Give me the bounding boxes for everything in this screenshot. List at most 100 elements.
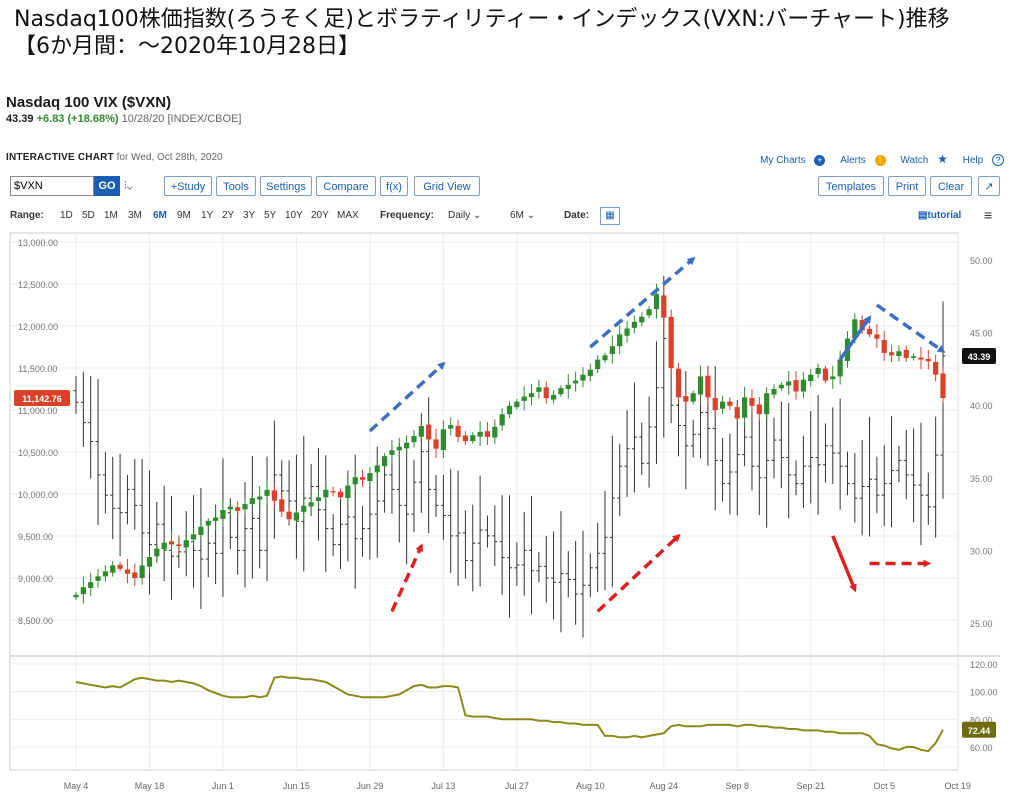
- ndx-candle: [896, 351, 902, 357]
- slide-title: Nasdaq100株価指数(ろうそく足)とボラティリティー・インデックス(VXN…: [14, 6, 950, 60]
- ndx-candle: [881, 339, 887, 353]
- ndx-candle: [911, 356, 917, 358]
- range-3y[interactable]: 3Y: [243, 210, 256, 221]
- ndx-candle: [639, 316, 645, 323]
- range-3m[interactable]: 3M: [128, 210, 142, 221]
- compare-button[interactable]: Compare: [316, 176, 376, 196]
- alerts-link[interactable]: Alerts !: [834, 154, 886, 166]
- lower-tick-label: 120.00: [970, 660, 998, 670]
- menu-icon[interactable]: ≡: [984, 207, 993, 223]
- go-button[interactable]: GO: [94, 176, 120, 196]
- ndx-candle: [462, 435, 469, 442]
- calendar-icon[interactable]: ▦: [600, 207, 620, 225]
- x-tick-label: Sep 8: [726, 781, 750, 791]
- ndx-candle: [308, 502, 314, 507]
- ndx-candle: [705, 375, 711, 398]
- ndx-candle: [168, 541, 175, 545]
- ndx-candle: [352, 477, 358, 485]
- ndx-candle: [477, 431, 483, 437]
- chart-frame: [9, 232, 959, 771]
- ndx-candle: [631, 321, 638, 328]
- ndx-candle: [448, 425, 454, 429]
- ndx-candle: [661, 295, 667, 318]
- tools-button[interactable]: Tools: [216, 176, 256, 196]
- ndx-candle: [690, 393, 696, 402]
- range-1y[interactable]: 1Y: [201, 210, 214, 221]
- ndx-candle: [337, 491, 344, 498]
- ndx-candle: [514, 401, 520, 408]
- ndx-candle: [227, 506, 233, 510]
- right-tick-label: 40.00: [970, 401, 993, 411]
- frequency-select[interactable]: Daily ⌄: [448, 210, 482, 221]
- blue-arrow-uptrend: [589, 256, 696, 349]
- settings-button[interactable]: Settings: [260, 176, 312, 196]
- range-5y[interactable]: 5Y: [264, 210, 277, 221]
- range-6m[interactable]: 6M: [153, 210, 167, 221]
- ndx-candle: [771, 389, 777, 395]
- ndx-candle: [183, 540, 189, 548]
- ndx-candle: [88, 582, 94, 588]
- plus-icon: +: [814, 154, 826, 166]
- chevron-down-icon: ⌄: [526, 210, 536, 221]
- range-max[interactable]: MAX: [337, 210, 359, 221]
- ndx-candle: [734, 407, 740, 419]
- range-1d[interactable]: 1D: [60, 210, 73, 221]
- grid-view-button[interactable]: Grid View: [414, 176, 480, 196]
- ndx-candle: [602, 355, 608, 361]
- chart-type-dropdown[interactable]: ⫶⌄: [124, 176, 133, 196]
- clear-button[interactable]: Clear: [930, 176, 972, 196]
- watch-link[interactable]: Watch ★: [900, 152, 948, 166]
- print-button[interactable]: Print: [888, 176, 926, 196]
- date-label: Date:: [564, 210, 590, 221]
- ndx-candle: [822, 368, 829, 381]
- ndx-candle: [242, 504, 248, 510]
- range-2y[interactable]: 2Y: [222, 210, 235, 221]
- lower-tick-label: 60.00: [970, 743, 993, 753]
- left-tick-label: 12,000.00: [18, 322, 58, 332]
- candle-icon: ⫶⌄: [124, 180, 133, 192]
- left-tick-label: 12,500.00: [18, 280, 58, 290]
- ndx-candle: [117, 564, 123, 569]
- ndx-candle: [697, 376, 704, 395]
- help-icon: ?: [992, 154, 1004, 167]
- ndx-candle: [271, 490, 277, 501]
- ndx-candle: [609, 346, 615, 355]
- range-9m[interactable]: 9M: [177, 210, 191, 221]
- blue-arrow-uptrend: [368, 361, 446, 433]
- symbol-input[interactable]: [10, 176, 94, 196]
- ndx-candle: [918, 357, 924, 360]
- my-charts-link[interactable]: My Charts +: [754, 154, 826, 166]
- range-1m[interactable]: 1M: [104, 210, 118, 221]
- tutorial-link[interactable]: ▤tutorial: [918, 210, 962, 221]
- ndx-candle: [903, 349, 909, 358]
- ndx-candle: [940, 373, 946, 399]
- range-10y[interactable]: 10Y: [285, 210, 303, 221]
- ndx-candle: [800, 379, 806, 392]
- chart-head: INTERACTIVE CHART for Wed, Oct 28th, 202…: [6, 152, 1004, 168]
- range-5d[interactable]: 5D: [82, 210, 95, 221]
- ndx-candle: [190, 534, 197, 540]
- x-tick-label: Oct 5: [873, 781, 895, 791]
- x-tick-label: Jun 15: [283, 781, 310, 791]
- star-icon: ★: [937, 152, 948, 166]
- ndx-candle: [286, 511, 292, 520]
- ndx-candle: [543, 387, 549, 399]
- ndx-candle: [381, 456, 388, 467]
- alert-icon: !: [874, 154, 886, 166]
- ndx-candle: [712, 398, 718, 410]
- fx-button[interactable]: f(x): [380, 176, 408, 196]
- ndx-candle: [793, 380, 799, 392]
- expand-button[interactable]: ↗: [978, 176, 1000, 196]
- range-20y[interactable]: 20Y: [311, 210, 329, 221]
- templates-button[interactable]: Templates: [818, 176, 884, 196]
- period-select[interactable]: 6M ⌄: [510, 210, 536, 221]
- x-tick-label: Jul 27: [505, 781, 529, 791]
- ndx-candle: [668, 316, 674, 368]
- ndx-candle: [653, 294, 660, 310]
- study-button[interactable]: +Study: [164, 176, 212, 196]
- help-link[interactable]: Help ?: [957, 154, 1004, 167]
- ndx-candle: [925, 358, 931, 362]
- x-tick-label: Jul 13: [431, 781, 455, 791]
- chart-links: My Charts + Alerts ! Watch ★ Help ?: [748, 152, 1004, 167]
- frequency-label: Frequency:: [380, 210, 434, 221]
